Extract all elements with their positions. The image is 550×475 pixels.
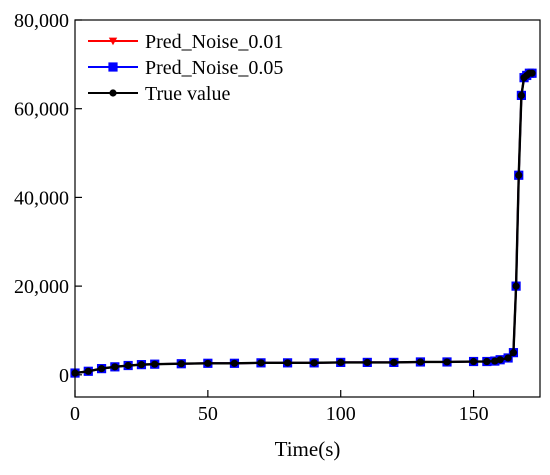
data-point-2-22 — [504, 354, 512, 362]
data-point-2-23 — [509, 349, 518, 357]
data-point-2-15 — [390, 358, 398, 367]
series-line-0 — [74, 72, 533, 375]
data-point-2-24 — [512, 282, 520, 290]
data-point-2-5 — [137, 361, 146, 369]
data-point-2-1 — [84, 367, 92, 375]
y-tick-label-1: 20,000 — [14, 276, 69, 298]
data-point-2-14 — [363, 358, 371, 367]
data-point-2-30 — [528, 69, 536, 77]
data-point-2-7 — [177, 360, 185, 368]
plot-frame — [74, 19, 541, 398]
x-tick-label-0: 0 — [70, 403, 80, 425]
x-tick-label-3: 150 — [459, 403, 489, 425]
series-0 — [70, 69, 537, 378]
series-line-1 — [74, 72, 533, 375]
x-axis-label: Time(s) — [275, 437, 341, 461]
legend-item-0: Pred_Noise_0.01 — [88, 31, 283, 53]
data-point-2-25 — [515, 171, 523, 179]
legend-item-2: True value — [88, 83, 230, 105]
data-point-2-18 — [469, 357, 478, 366]
data-point-2-21 — [496, 356, 504, 364]
legend-item-1: Pred_Noise_0.05 — [88, 57, 283, 79]
data-point-2-4 — [124, 361, 132, 370]
y-tick-label-3: 60,000 — [14, 99, 69, 121]
data-point-2-11 — [283, 359, 292, 367]
data-point-2-26 — [517, 91, 526, 99]
data-point-2-19 — [483, 357, 491, 366]
series-2 — [71, 69, 536, 377]
series-1 — [70, 68, 537, 378]
data-point-2-12 — [310, 359, 318, 367]
x-tick-label-1: 50 — [198, 403, 218, 425]
legend-label-0: Pred_Noise_0.01 — [145, 31, 283, 53]
data-point-2-8 — [204, 359, 212, 367]
x-tick-label-2: 100 — [326, 403, 356, 425]
legend: Pred_Noise_0.01 Pred_Noise_0.05 True value — [88, 31, 283, 105]
data-point-2-17 — [443, 358, 451, 366]
data-point-2-16 — [416, 358, 425, 366]
data-point-2-10 — [257, 359, 265, 367]
data-point-2-2 — [97, 365, 106, 373]
legend-marker-1 — [108, 62, 118, 72]
data-point-2-9 — [230, 359, 239, 367]
data-point-2-3 — [111, 363, 119, 371]
legend-marker-2 — [109, 89, 117, 97]
data-point-2-6 — [151, 360, 159, 368]
legend-label-1: Pred_Noise_0.05 — [145, 57, 283, 79]
y-tick-label-0: 0 — [59, 365, 69, 387]
legend-label-2: True value — [145, 83, 230, 105]
data-point-2-13 — [337, 358, 345, 367]
ticks-layer: 0 50 100 150 0 20,000 40,000 60,000 80,000 — [14, 10, 489, 425]
legend-marker-0 — [108, 37, 118, 46]
series-layer — [70, 68, 537, 378]
y-tick-label-4: 80,000 — [14, 10, 69, 32]
y-tick-label-2: 40,000 — [14, 187, 69, 209]
series-line-2 — [74, 72, 533, 375]
